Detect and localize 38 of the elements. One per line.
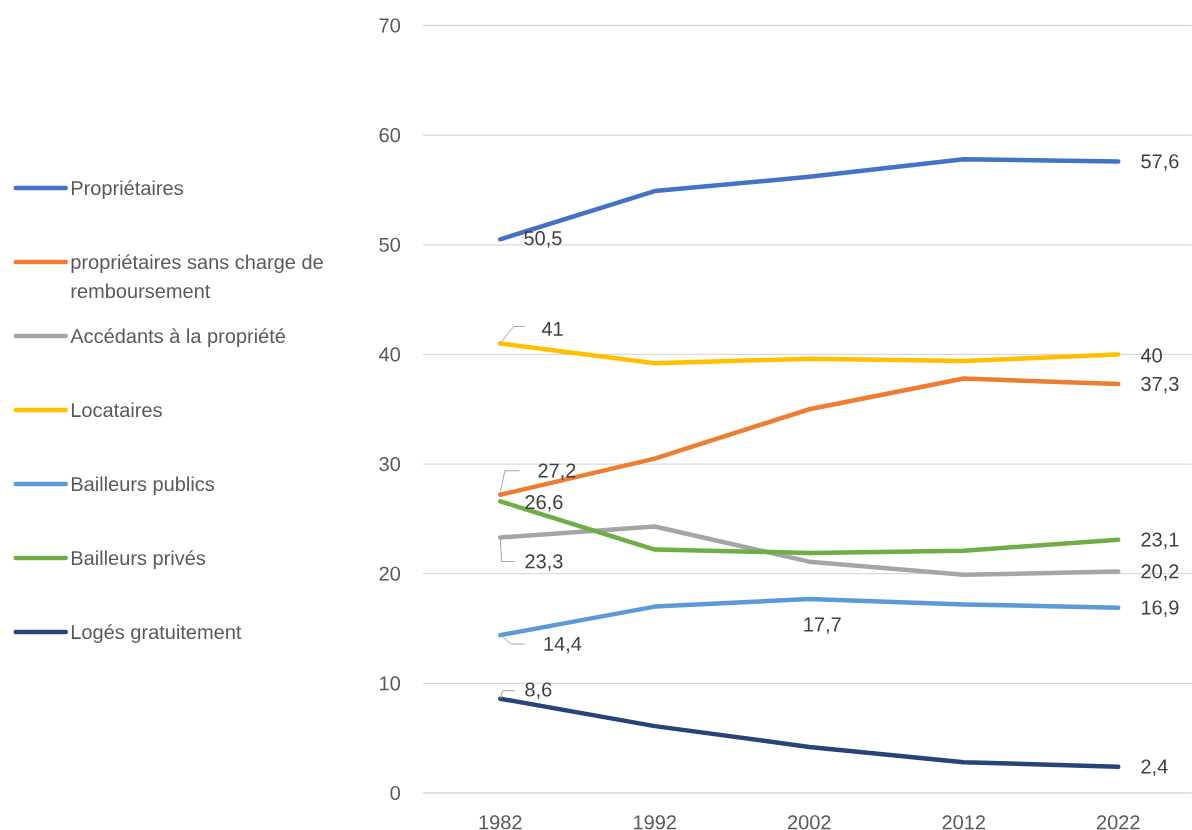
legend-label: propriétaires sans charge de remboursement [71, 254, 323, 299]
y-tick-label: 30 [379, 456, 401, 472]
legend-label: Bailleurs publics [71, 476, 215, 496]
y-tick-label: 60 [379, 128, 401, 143]
legend-label: Accédants à la propriété [70, 328, 286, 348]
line-series [498, 524, 1121, 578]
y-tick-label: 10 [380, 676, 401, 691]
data-label: 40 [1140, 348, 1162, 363]
data-label: 50,5 [524, 231, 562, 248]
data-label: 23,1 [1141, 532, 1179, 549]
y-tick-label: 50 [379, 237, 401, 252]
x-tick-label: 2022 [1097, 815, 1140, 830]
data-label: 2,4 [1141, 759, 1168, 776]
data-label: 8,6 [525, 682, 552, 699]
legend-label: Propriétaires [71, 180, 183, 200]
x-tick-label: 2012 [942, 815, 985, 830]
y-tick-label: 0 [390, 785, 401, 801]
data-label: 14,4 [544, 636, 582, 654]
data-label: 16,9 [1141, 600, 1179, 617]
y-tick-label: 20 [379, 566, 401, 581]
line-series [498, 596, 1121, 638]
legend-label: Bailleurs privés [71, 550, 206, 570]
data-label: 41 [541, 322, 563, 336]
y-tick-label: 40 [379, 347, 401, 362]
data-label: 57,6 [1141, 154, 1179, 171]
data-label: 37,3 [1141, 376, 1179, 394]
data-label: 26,6 [525, 495, 563, 512]
legend-label: Locataires [71, 402, 162, 418]
legend-label: Logés gratuitement [71, 624, 242, 644]
data-label: 20,2 [1141, 564, 1179, 581]
data-label: 17,7 [804, 617, 841, 634]
data-label: 23,3 [525, 554, 563, 571]
x-tick-label: 1992 [634, 815, 676, 830]
x-tick-label: 1982 [479, 815, 522, 830]
line-series [498, 341, 1121, 366]
x-tick-label: 2002 [788, 815, 831, 830]
data-label: 27,2 [538, 463, 576, 481]
y-tick-label: 70 [379, 18, 401, 33]
